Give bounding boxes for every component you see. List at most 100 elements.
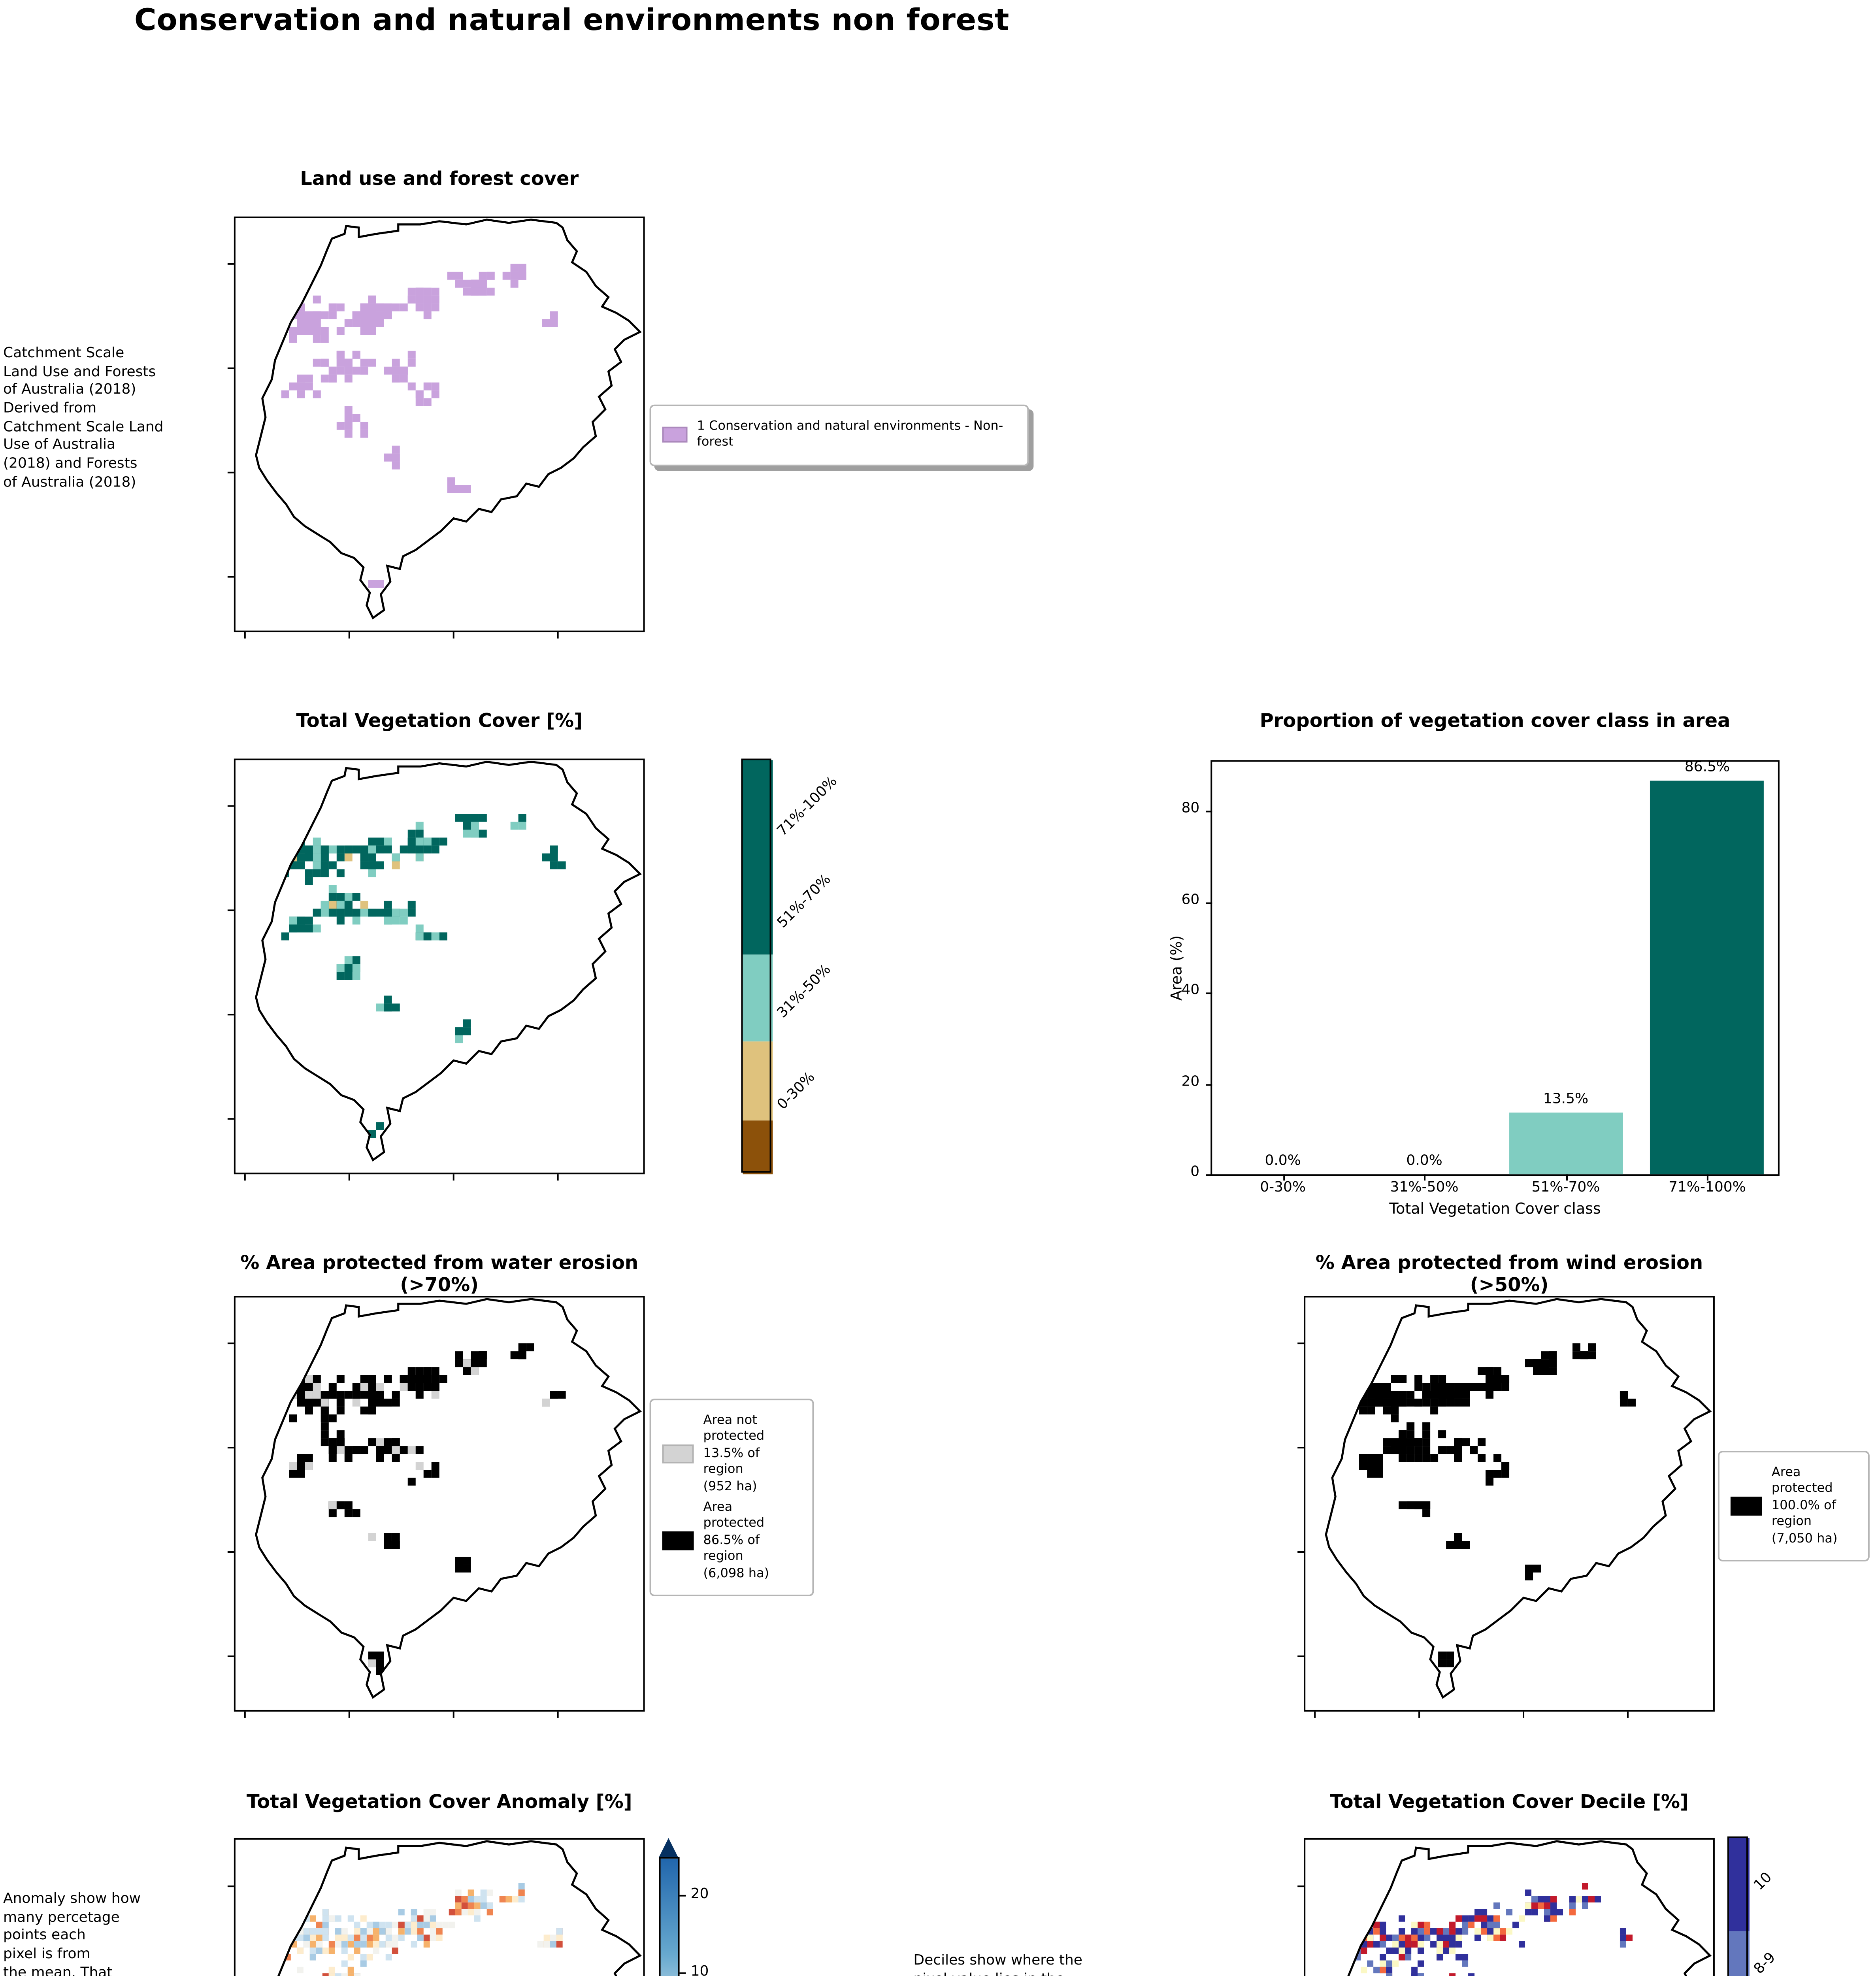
colorbar-segment bbox=[743, 954, 773, 1042]
colorbar-outline bbox=[1727, 1836, 1748, 1976]
colorbar-over-arrow bbox=[659, 1838, 678, 1857]
catchment-boundary bbox=[277, 1840, 642, 1976]
y-tick bbox=[1206, 901, 1212, 903]
catchment-boundary bbox=[1347, 1840, 1712, 1976]
tvc-map bbox=[227, 758, 645, 1181]
legend-item-label: Area protected 100.0% of region (7,050 h… bbox=[1771, 1465, 1838, 1545]
bar bbox=[1509, 1113, 1623, 1175]
colorbar-segment bbox=[743, 1041, 773, 1120]
legend-item-label: 1 Conservation and natural environments … bbox=[697, 419, 1003, 450]
map-pixels bbox=[281, 814, 566, 1138]
catchment-boundary bbox=[1325, 1298, 1712, 1699]
colorbar-class-label: 31%-50% bbox=[775, 962, 835, 1022]
colorbar-segment bbox=[743, 1120, 773, 1175]
colorbar-tick-label: 10 bbox=[690, 1964, 709, 1976]
y-axis-title: Area (%) bbox=[1169, 934, 1186, 1000]
legend-swatch bbox=[662, 1531, 694, 1550]
decile-colorbar: 108-94-72-31 bbox=[1727, 1836, 1780, 1976]
y-tick bbox=[1206, 992, 1212, 994]
y-tick bbox=[1206, 1174, 1212, 1176]
colorbar-class-label: 71%-100% bbox=[775, 774, 841, 840]
map-frame bbox=[1304, 1296, 1715, 1712]
legend-item: Area protected 100.0% of region (7,050 h… bbox=[1730, 1465, 1857, 1547]
decile-map bbox=[1297, 1838, 1715, 1976]
water-erosion-title: % Area protected from water erosion (>70… bbox=[240, 1252, 639, 1296]
colorbar-class-label: 0-30% bbox=[775, 1069, 819, 1113]
proportion-bar-chart: 0.0% 0-30% 0.0% 31%-50% 13.5% 51%-70% 86.5% 71%… bbox=[1169, 760, 1780, 1218]
colorbar-tick bbox=[679, 1972, 686, 1974]
decile-note: Deciles show where the pixel value lies … bbox=[913, 1953, 1082, 1976]
bar-value-label: 0.0% bbox=[1265, 1154, 1301, 1170]
x-tick bbox=[1707, 1174, 1709, 1181]
landuse-title: Land use and forest cover bbox=[300, 167, 579, 190]
landuse-note: Catchment Scale Land Use and Forests of … bbox=[3, 346, 164, 491]
colorbar-class-label: 10 bbox=[1752, 1870, 1776, 1894]
legend-swatch bbox=[662, 427, 688, 443]
wind-erosion-legend: Area protected 100.0% of region (7,050 h… bbox=[1718, 1451, 1870, 1561]
bar bbox=[1650, 781, 1764, 1175]
x-tick-label: 71%-100% bbox=[1668, 1180, 1746, 1197]
colorbar-class-label: 8-9 bbox=[1752, 1951, 1780, 1976]
map-pixels bbox=[289, 1343, 566, 1675]
bar-value-label: 0.0% bbox=[1406, 1154, 1442, 1170]
landuse-map bbox=[227, 216, 645, 639]
catchment-boundary bbox=[255, 1298, 642, 1699]
catchment-boundary bbox=[255, 760, 642, 1162]
y-tick-label: 60 bbox=[1181, 892, 1200, 908]
legend-swatch bbox=[662, 1444, 694, 1463]
proportion-chart-title: Proportion of vegetation cover class in … bbox=[1259, 709, 1731, 732]
map-frame bbox=[234, 1838, 645, 1976]
colorbar-outline bbox=[741, 758, 771, 1173]
legend-item-label: Area not protected 13.5% of region (952 … bbox=[703, 1413, 765, 1493]
tvc-title: Total Vegetation Cover [%] bbox=[296, 709, 583, 732]
y-tick-label: 40 bbox=[1181, 983, 1200, 999]
x-tick bbox=[1566, 1174, 1568, 1181]
legend-item: 1 Conservation and natural environments … bbox=[662, 419, 1016, 452]
x-tick-label: 31%-50% bbox=[1390, 1180, 1459, 1197]
colorbar-class-label: 51%-70% bbox=[775, 871, 835, 931]
y-tick-label: 20 bbox=[1181, 1074, 1200, 1090]
bar-value-label: 13.5% bbox=[1543, 1092, 1589, 1109]
landuse-legend: 1 Conservation and natural environments … bbox=[649, 404, 1029, 466]
wind-erosion-map bbox=[1297, 1296, 1715, 1718]
colorbar-tick-label: 20 bbox=[690, 1887, 709, 1903]
colorbar-segment bbox=[743, 760, 773, 955]
map-frame bbox=[234, 1296, 645, 1712]
colorbar-gradient bbox=[659, 1857, 680, 1976]
map-frame bbox=[234, 216, 645, 632]
x-tick-label: 51%-70% bbox=[1531, 1180, 1600, 1197]
y-tick bbox=[1206, 811, 1212, 813]
legend-item: Area protected 86.5% of region (6,098 ha… bbox=[662, 1500, 801, 1582]
wind-erosion-title: % Area protected from wind erosion (>50%… bbox=[1315, 1252, 1703, 1296]
legend-item-label: Area protected 86.5% of region (6,098 ha… bbox=[703, 1499, 769, 1580]
y-tick bbox=[1206, 1083, 1212, 1085]
colorbar-tick bbox=[679, 1895, 686, 1897]
decile-title: Total Vegetation Cover Decile [%] bbox=[1330, 1790, 1689, 1813]
colorbar-segment bbox=[1729, 1838, 1750, 1931]
page-title: Conservation and natural environments no… bbox=[134, 3, 1010, 38]
catchment-boundary bbox=[255, 219, 642, 620]
anomaly-colorbar: 20100−10−20 bbox=[659, 1838, 709, 1976]
map-pixels bbox=[1359, 1343, 1636, 1667]
x-tick bbox=[1424, 1174, 1426, 1181]
legend-item: Area not protected 13.5% of region (952 … bbox=[662, 1413, 801, 1495]
x-axis-title: Total Vegetation Cover class bbox=[1389, 1201, 1601, 1219]
bar-value-label: 86.5% bbox=[1684, 761, 1730, 777]
water-erosion-map bbox=[227, 1296, 645, 1718]
water-erosion-legend: Area not protected 13.5% of region (952 … bbox=[649, 1399, 814, 1596]
map-pixels bbox=[281, 264, 558, 588]
x-tick-label: 0-30% bbox=[1260, 1180, 1306, 1197]
anomaly-title: Total Vegetation Cover Anomaly [%] bbox=[246, 1790, 632, 1813]
tvc-colorbar: 71%-100% 51%-70% 31%-50% 0-30% bbox=[741, 758, 841, 1175]
y-tick-label: 0 bbox=[1190, 1165, 1200, 1181]
colorbar-segment bbox=[1729, 1931, 1750, 1976]
anomaly-map bbox=[227, 1838, 645, 1976]
legend-swatch bbox=[1730, 1496, 1762, 1516]
y-tick-label: 80 bbox=[1181, 801, 1200, 817]
map-frame bbox=[234, 758, 645, 1175]
anomaly-note: Anomaly show how many percetage points e… bbox=[3, 1891, 141, 1976]
x-tick bbox=[1283, 1174, 1285, 1181]
map-frame bbox=[1304, 1838, 1715, 1976]
